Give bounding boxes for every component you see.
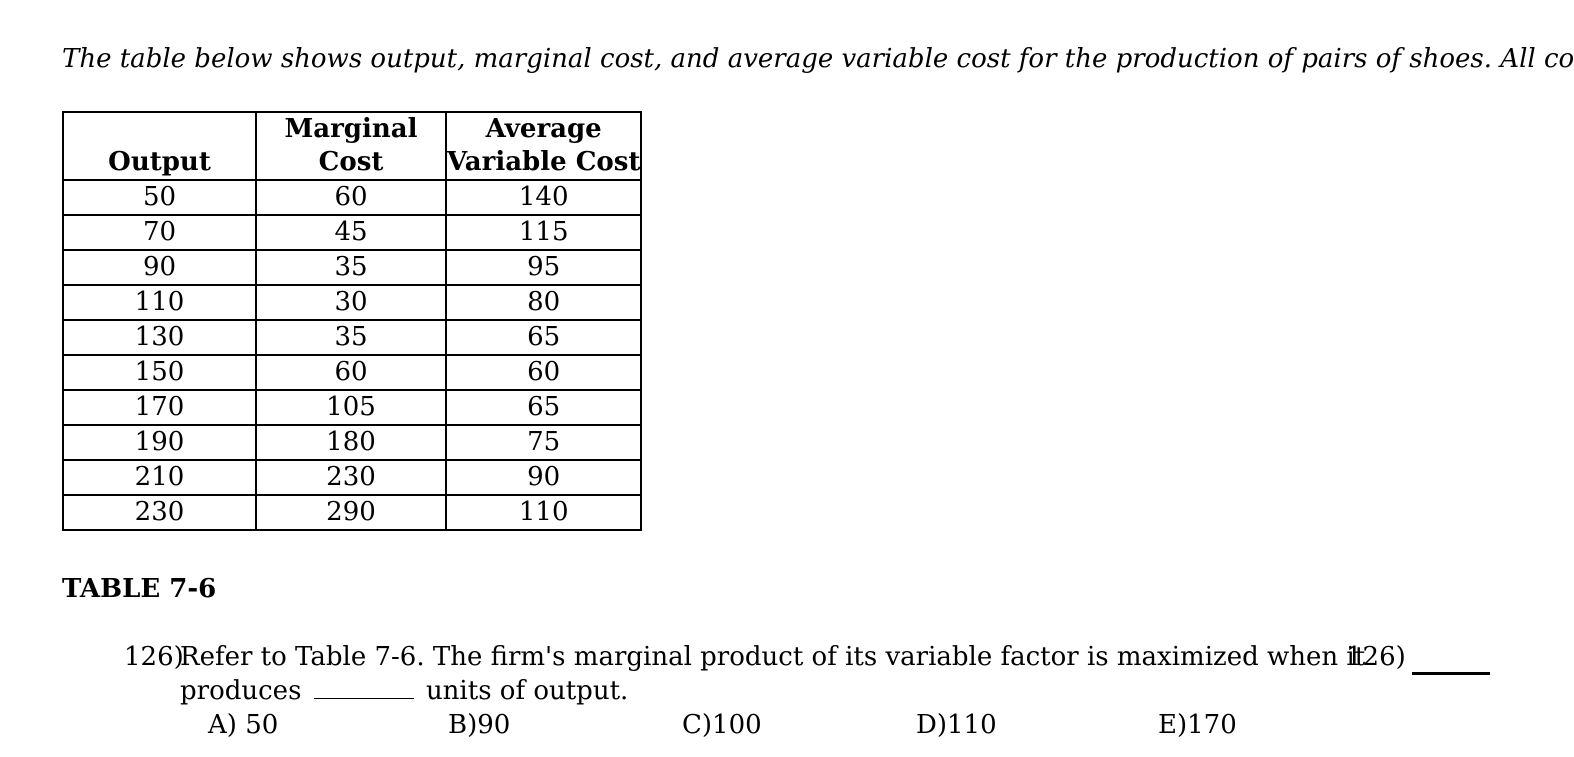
cell-average-variable-cost: 115 [444, 214, 643, 251]
choice-c[interactable]: C)100 [682, 708, 762, 742]
choice-letter: D) [916, 710, 947, 740]
intro-text: The table below shows output, marginal c… [62, 44, 1574, 74]
choice-letter: B) [448, 710, 478, 740]
cell-output: 230 [62, 494, 257, 531]
choice-letter: A) [208, 710, 237, 740]
cell-marginal-cost: 230 [255, 459, 447, 496]
cell-output: 150 [62, 354, 257, 391]
question-text-after-blank: units of output. [425, 676, 629, 706]
cell-output: 70 [62, 214, 257, 251]
cell-marginal-cost: 35 [255, 319, 447, 356]
cost-table: Output Marginal Cost Average Variable Co… [62, 111, 643, 531]
choice-a[interactable]: A) 50 [208, 708, 278, 742]
choice-value: 170 [1187, 710, 1237, 740]
cell-marginal-cost: 60 [255, 354, 447, 391]
cell-average-variable-cost: 60 [444, 354, 643, 391]
table-row: 170 105 65 [62, 389, 643, 426]
cell-average-variable-cost: 75 [444, 424, 643, 461]
table-row: 190 180 75 [62, 424, 643, 461]
answer-blank[interactable] [1412, 672, 1490, 675]
table-row: 130 35 65 [62, 319, 643, 356]
choice-d[interactable]: D)110 [916, 708, 997, 742]
cell-marginal-cost: 35 [255, 249, 447, 286]
choice-letter: E) [1158, 710, 1188, 740]
cell-marginal-cost: 180 [255, 424, 447, 461]
table-row: 110 30 80 [62, 284, 643, 321]
cell-average-variable-cost: 110 [444, 494, 643, 531]
cell-output: 110 [62, 284, 257, 321]
table-row: 70 45 115 [62, 214, 643, 251]
cell-average-variable-cost: 90 [444, 459, 643, 496]
choice-value: 110 [947, 710, 997, 740]
cell-output: 170 [62, 389, 257, 426]
cell-output: 90 [62, 249, 257, 286]
cell-marginal-cost: 30 [255, 284, 447, 321]
question-text-line2: produces units of output. [180, 674, 628, 708]
question-text: Refer to Table 7-6. The firm's marginal … [180, 642, 1366, 672]
cell-output: 190 [62, 424, 257, 461]
cell-output: 130 [62, 319, 257, 356]
cell-average-variable-cost: 140 [444, 179, 643, 216]
cell-average-variable-cost: 95 [444, 249, 643, 286]
table-row: 230 290 110 [62, 494, 643, 531]
table-row: 210 230 90 [62, 459, 643, 496]
cell-marginal-cost: 45 [255, 214, 447, 251]
table-row: 90 35 95 [62, 249, 643, 286]
cell-average-variable-cost: 80 [444, 284, 643, 321]
cell-average-variable-cost: 65 [444, 319, 643, 356]
choice-e[interactable]: E)170 [1158, 708, 1237, 742]
cell-marginal-cost: 105 [255, 389, 447, 426]
choice-letter: C) [682, 710, 713, 740]
cell-average-variable-cost: 65 [444, 389, 643, 426]
cell-output: 50 [62, 179, 257, 216]
fill-in-blank [313, 674, 414, 699]
table-row: 150 60 60 [62, 354, 643, 391]
header-marginal-cost: Marginal Cost [255, 111, 447, 181]
header-average-variable-cost: Average Variable Cost [444, 111, 643, 181]
choice-value: 100 [712, 710, 762, 740]
cell-marginal-cost: 290 [255, 494, 447, 531]
question-text-before-blank: produces [180, 676, 302, 706]
question-number-margin: 126) [1346, 642, 1406, 672]
table-header-row: Output Marginal Cost Average Variable Co… [62, 111, 643, 181]
choice-b[interactable]: B)90 [448, 708, 510, 742]
question-number: 126) [124, 642, 184, 672]
table-row: 50 60 140 [62, 179, 643, 216]
table-label: TABLE 7-6 [62, 574, 217, 604]
choice-value: 90 [477, 710, 511, 740]
cell-output: 210 [62, 459, 257, 496]
header-output: Output [62, 111, 257, 181]
cell-marginal-cost: 60 [255, 179, 447, 216]
choice-value: 50 [245, 710, 279, 740]
